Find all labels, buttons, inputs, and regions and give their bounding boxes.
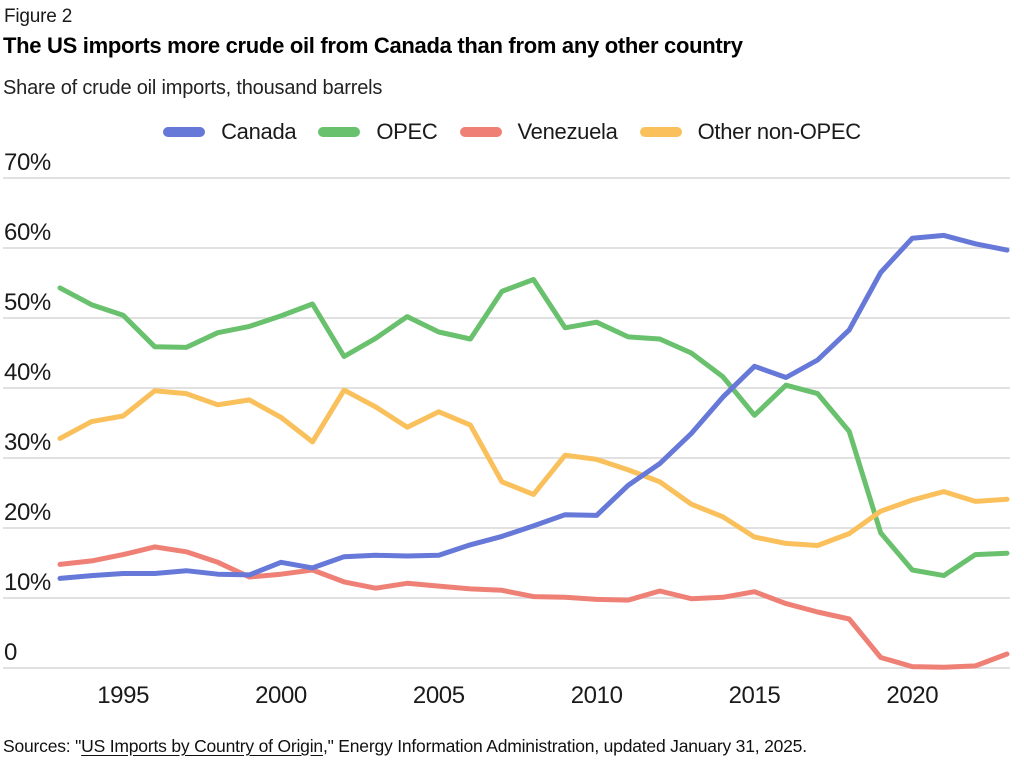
- legend-swatch-venezuela: [459, 127, 502, 137]
- legend-label-other-non-opec: Other non-OPEC: [697, 119, 862, 144]
- x-tick-label: 2010: [571, 682, 623, 709]
- x-tick-label: 1995: [97, 682, 149, 709]
- y-tick-label: 50%: [4, 289, 51, 316]
- x-tick-label: 2015: [729, 682, 781, 709]
- x-tick-label: 2005: [413, 682, 465, 709]
- legend-item-opec: OPEC: [318, 119, 438, 145]
- legend-item-canada: Canada: [163, 119, 297, 145]
- series-line-canada: [57, 232, 1010, 581]
- legend-label-canada: Canada: [221, 119, 297, 144]
- source-prefix: Sources: ": [3, 736, 82, 756]
- chart-subtitle: Share of crude oil imports, thousand bar…: [3, 77, 383, 99]
- y-tick-label: 10%: [4, 569, 51, 596]
- figure-label: Figure 2: [4, 6, 73, 27]
- legend-swatch-other-non-opec: [639, 127, 682, 137]
- legend-item-other-non-opec: Other non-OPEC: [639, 119, 862, 145]
- series-line-opec: [57, 277, 1010, 579]
- y-tick-label: 0: [4, 639, 17, 666]
- x-tick-label: 2000: [255, 682, 307, 709]
- legend-swatch-opec: [318, 127, 361, 137]
- series-line-other-non-opec: [57, 387, 1010, 548]
- legend-swatch-canada: [163, 127, 206, 137]
- y-tick-label: 60%: [4, 219, 51, 246]
- source-suffix: ," Energy Information Administration, up…: [322, 736, 807, 756]
- source-note: Sources: "US Imports by Country of Origi…: [3, 736, 807, 757]
- legend-label-venezuela: Venezuela: [517, 119, 618, 144]
- x-tick-label: 2020: [886, 682, 938, 709]
- chart-title: The US imports more crude oil from Canad…: [3, 33, 743, 58]
- y-tick-label: 70%: [4, 149, 51, 176]
- legend-label-opec: OPEC: [376, 119, 438, 144]
- legend: Canada OPEC Venezuela Other non-OPEC: [0, 119, 1024, 145]
- legend-item-venezuela: Venezuela: [459, 119, 618, 145]
- source-link[interactable]: US Imports by Country of Origin: [81, 736, 323, 756]
- series-line-venezuela: [57, 544, 1010, 670]
- y-tick-label: 40%: [4, 359, 51, 386]
- y-tick-label: 20%: [4, 499, 51, 526]
- y-tick-label: 30%: [4, 429, 51, 456]
